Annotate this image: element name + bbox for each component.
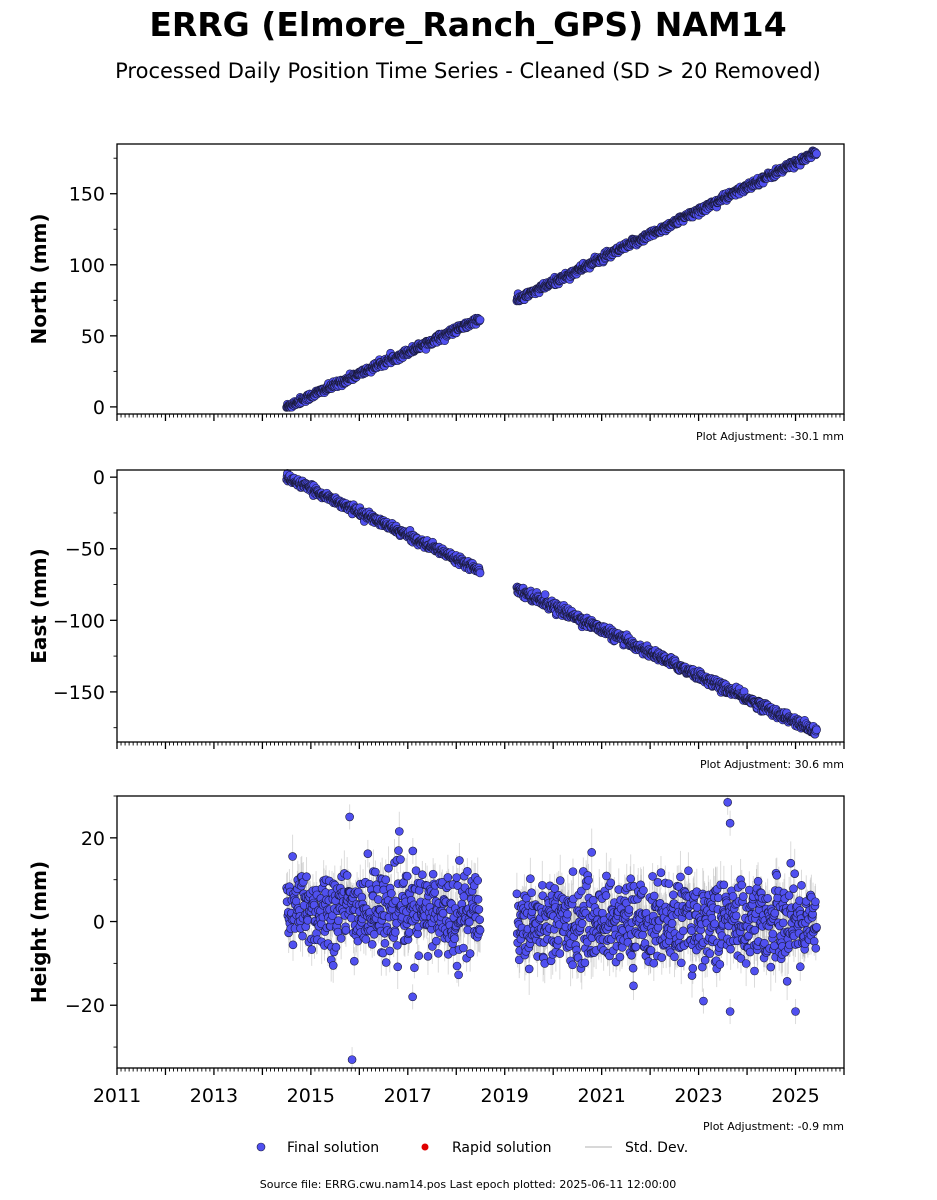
chart-title: ERRG (Elmore_Ranch_GPS) NAM14 <box>149 5 786 44</box>
panel-0: 0 50 100 150 North (mm) Plot Adjustment: -30.… <box>27 143 845 443</box>
data-point <box>475 315 485 325</box>
y-axis-label: North (mm) <box>27 213 51 344</box>
data-points <box>282 469 821 739</box>
y-tick-label: 50 <box>81 326 105 348</box>
data-point <box>812 149 821 159</box>
data-point <box>475 568 485 578</box>
y-tick-label: 150 <box>69 184 105 206</box>
panels: 0 50 100 150 North (mm) Plot Adjustment: -30.… <box>27 143 845 1133</box>
plot-frame <box>116 143 845 415</box>
chart-subtitle: Processed Daily Position Time Series - C… <box>115 59 821 83</box>
y-tick-label: 0 <box>93 397 105 419</box>
y-tick-label: 100 <box>69 255 105 277</box>
plot-adjustment: Plot Adjustment: -30.1 mm <box>696 430 844 443</box>
data-points <box>282 146 821 412</box>
data-point <box>540 590 550 599</box>
